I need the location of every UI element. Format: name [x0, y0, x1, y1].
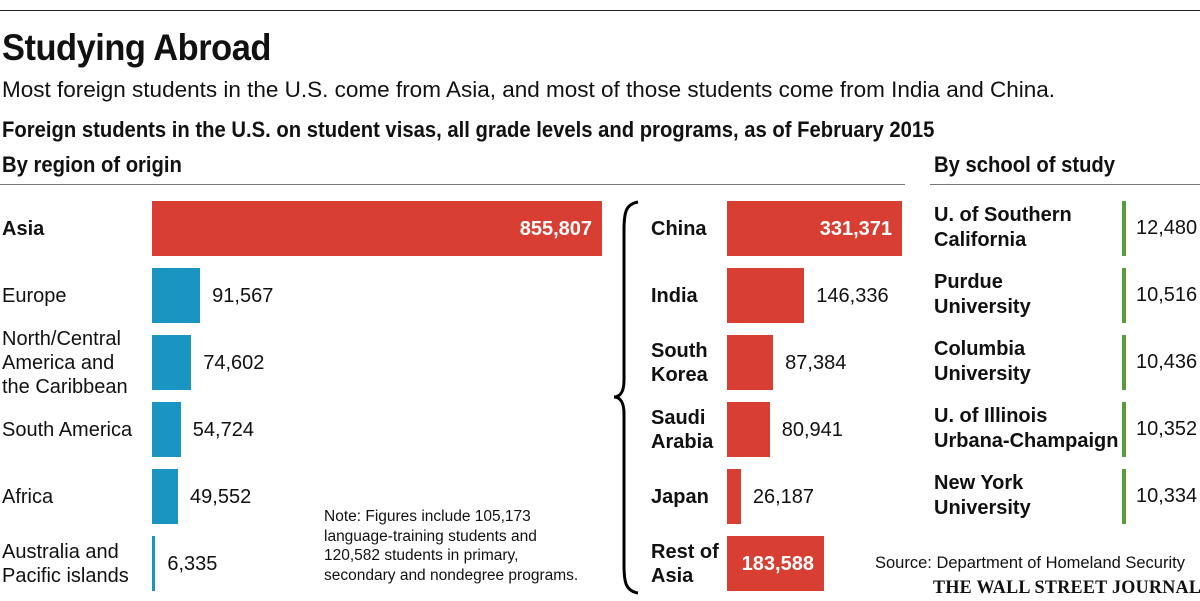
region-bar — [152, 536, 156, 591]
region-value-label: 74,602 — [203, 351, 265, 374]
region-label: South America — [2, 418, 133, 441]
country-value-label: 183,588 — [741, 552, 814, 575]
region-bar — [152, 268, 201, 323]
region-label: Australia and Pacific islands — [2, 540, 129, 587]
brace-icon — [613, 200, 639, 595]
country-label: Rest of Asia — [651, 540, 719, 587]
top-rule — [0, 10, 1200, 11]
school-label: New York University — [934, 472, 1031, 519]
country-bar — [727, 536, 824, 591]
region-bar — [152, 402, 181, 457]
school-label: U. of Southern California — [934, 204, 1072, 251]
country-label: Saudi Arabia — [651, 406, 714, 453]
school-bar — [1122, 335, 1126, 390]
region-value-label: 91,567 — [212, 284, 274, 307]
publisher-logo: THE WALL STREET JOURNAL. — [933, 577, 1200, 598]
region-panel-title: By region of origin — [2, 152, 182, 177]
country-bar — [727, 469, 741, 524]
school-value-label: 10,352 — [1136, 417, 1198, 440]
country-label: South Korea — [651, 339, 708, 386]
school-value-label: 10,334 — [1136, 484, 1198, 507]
region-bar — [152, 335, 192, 390]
country-label: Japan — [651, 485, 709, 508]
school-value-label: 10,516 — [1136, 283, 1198, 306]
school-panel-title: By school of study — [934, 152, 1116, 177]
school-bar — [1122, 402, 1126, 457]
region-label: Europe — [2, 284, 67, 307]
region-value-label: 54,724 — [192, 418, 254, 441]
school-bar — [1122, 201, 1126, 256]
country-bar — [727, 201, 902, 256]
country-value-label: 146,336 — [816, 284, 889, 307]
country-value-label: 80,941 — [781, 418, 843, 441]
region-value-label: 6,335 — [167, 552, 218, 575]
chart-heading: Foreign students in the U.S. on student … — [2, 117, 935, 142]
country-value-label: 87,384 — [785, 351, 847, 374]
chart-title: Studying Abroad — [2, 27, 271, 68]
country-label: China — [651, 217, 707, 240]
region-label: Asia — [2, 217, 45, 240]
school-bar — [1122, 469, 1126, 524]
country-bar — [727, 335, 774, 390]
footnote: Note: Figures include 105,173 language-t… — [324, 508, 579, 584]
region-value-label: 855,807 — [519, 217, 592, 240]
school-bar — [1122, 268, 1126, 323]
region-panel-rule — [0, 184, 905, 185]
school-value-label: 10,436 — [1136, 350, 1198, 373]
region-value-label: 49,552 — [190, 485, 252, 508]
region-label: North/Central America and the Caribbean — [2, 327, 128, 398]
region-bar — [152, 201, 602, 256]
country-bar — [727, 268, 805, 323]
source-credit: Source: Department of Homeland Security — [875, 554, 1185, 572]
country-bar — [727, 402, 770, 457]
country-value-label: 26,187 — [752, 485, 814, 508]
school-label: U. of Illinois Urbana-Champaign — [934, 405, 1119, 452]
country-value-label: 331,371 — [819, 217, 892, 240]
school-label: Columbia University — [934, 338, 1031, 385]
school-label: Purdue University — [934, 271, 1031, 318]
chart-subtitle: Most foreign students in the U.S. come f… — [2, 77, 1056, 102]
school-value-label: 12,480 — [1136, 216, 1198, 239]
school-panel-rule — [930, 184, 1200, 185]
region-label: Africa — [2, 485, 54, 508]
country-label: India — [651, 284, 698, 307]
region-bar — [152, 469, 179, 524]
